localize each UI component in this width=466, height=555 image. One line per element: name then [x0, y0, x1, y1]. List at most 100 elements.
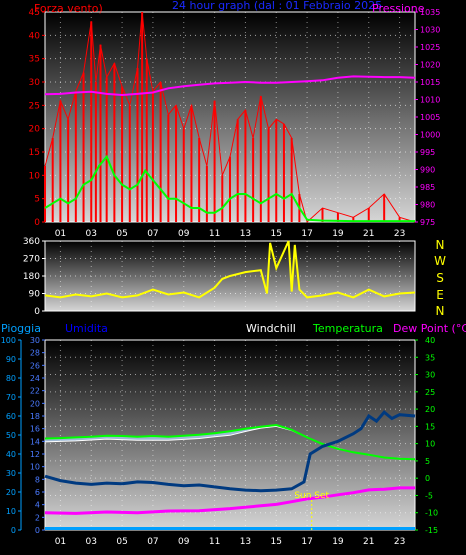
- tick-label: 28: [30, 349, 40, 358]
- tick-label: 0: [35, 526, 40, 535]
- tick-label: 20: [425, 405, 435, 414]
- top-hour-ticks: 01 03 05 07 09 11 13 15 17 19 21 23: [55, 229, 406, 239]
- compass-label-w: W: [434, 254, 446, 268]
- tick-label: -5: [425, 491, 433, 500]
- tick-label: 4: [35, 501, 40, 510]
- tick-label: 270: [23, 255, 40, 265]
- tick-label: 24: [30, 374, 40, 383]
- tick-label: 2: [35, 513, 40, 522]
- hour-tick-label: 01: [55, 537, 66, 547]
- tick-label: 1010: [420, 96, 440, 105]
- temperature-series: [44, 410, 416, 530]
- tick-label: 20: [6, 488, 16, 497]
- hour-tick-label: 17: [301, 537, 312, 547]
- tick-label: 30: [30, 336, 40, 345]
- hour-tick-label: 11: [209, 537, 220, 547]
- tick-label: 10: [6, 507, 16, 516]
- chart-title: 24 hour graph (dal : 01 Febbraio 2025: [172, 0, 382, 12]
- wind-direction-ticks: 0 90 180 270 360: [23, 237, 45, 317]
- tick-label: 995: [420, 148, 435, 157]
- tick-label: 40: [425, 336, 435, 345]
- tick-label: 14: [30, 437, 40, 446]
- tick-label: 1030: [420, 26, 440, 35]
- tick-label: 8: [35, 475, 40, 484]
- dewpoint-legend: Dew Point (°C): [393, 322, 466, 335]
- pressure-ticks: 975 980 985 990 995 1000 1005 1010 1015 1020 1025 1…: [415, 8, 440, 227]
- tick-label: 25: [29, 101, 40, 111]
- wind-pressure-series: [44, 11, 416, 223]
- tick-label: 22: [30, 387, 40, 396]
- wind-direction-series: [44, 240, 416, 299]
- dewpoint-line: [44, 486, 415, 515]
- tick-label: 70: [6, 393, 16, 402]
- hour-tick-label: 19: [332, 537, 344, 547]
- tick-label: 50: [6, 431, 16, 440]
- wind-direction-panel: 0 90 180 270 360 N W S E N: [23, 237, 446, 318]
- temperature-legend: Temperatura: [312, 322, 383, 335]
- hour-tick-label: 03: [86, 229, 97, 239]
- tick-label: 6: [35, 488, 40, 497]
- hour-tick-label: 23: [394, 229, 405, 239]
- hour-tick-label: 05: [116, 537, 127, 547]
- hour-tick-label: 13: [240, 537, 251, 547]
- tick-label: 975: [420, 218, 435, 227]
- tick-label: 35: [29, 55, 40, 65]
- hour-tick-label: 09: [178, 537, 190, 547]
- tick-label: 1005: [420, 113, 440, 122]
- tick-label: 60: [6, 412, 16, 421]
- tick-label: 20: [30, 399, 40, 408]
- compass-label-n-bottom: N: [436, 304, 445, 318]
- compass-label-s: S: [436, 271, 444, 285]
- hour-tick-label: 17: [301, 229, 312, 239]
- humidity-axis-title: Umidita: [65, 322, 108, 335]
- hour-tick-label: 19: [332, 229, 344, 239]
- tick-label: 45: [29, 8, 40, 18]
- tick-label: 5: [34, 195, 40, 205]
- pressure-axis-title: Pressione: [372, 2, 425, 15]
- hour-tick-label: 03: [86, 537, 97, 547]
- tick-label: 0: [34, 307, 40, 317]
- windchill-legend: Windchill: [246, 322, 296, 335]
- tick-label: 26: [30, 361, 40, 370]
- tick-label: 0: [11, 526, 16, 535]
- tick-label: -10: [425, 509, 438, 518]
- wind-average-line: [44, 154, 415, 223]
- tick-label: 360: [23, 237, 40, 247]
- hour-tick-label: 07: [147, 537, 158, 547]
- tick-label: 10: [425, 440, 435, 449]
- tick-label: 180: [23, 272, 40, 282]
- tick-label: 25: [425, 388, 435, 397]
- rain-ticks: 0 10 20 30 40 50 60 70 80 90 100: [1, 336, 22, 535]
- tick-label: 20: [29, 125, 41, 135]
- tick-label: 90: [6, 355, 16, 364]
- tick-label: 980: [420, 201, 435, 210]
- pressure-line: [44, 75, 416, 97]
- tick-label: 12: [30, 450, 40, 459]
- hour-tick-label: 23: [394, 537, 405, 547]
- tick-label: 18: [30, 412, 40, 421]
- hour-tick-label: 21: [363, 229, 374, 239]
- hour-tick-label: 09: [178, 229, 190, 239]
- hour-tick-label: 01: [55, 229, 66, 239]
- compass-label-e: E: [436, 288, 444, 302]
- tick-label: 15: [29, 148, 40, 158]
- wind-direction-line: [44, 240, 416, 299]
- tick-label: 1025: [420, 43, 440, 52]
- sunset-label: Sun Set: [294, 491, 329, 501]
- hour-tick-label: 21: [363, 537, 374, 547]
- hour-tick-label: 15: [271, 229, 282, 239]
- temperature-line: [44, 423, 416, 461]
- hour-tick-label: 11: [209, 229, 220, 239]
- compass-label-n-top: N: [436, 238, 445, 252]
- wind-speed-ticks: 0 5 10 15 20 25 30 35 40 45: [29, 8, 45, 228]
- hour-tick-label: 13: [240, 229, 251, 239]
- tick-label: 1015: [420, 78, 440, 87]
- tick-label: 30: [29, 78, 41, 88]
- tick-label: 5: [425, 457, 430, 466]
- humidity-line: [44, 410, 416, 493]
- tick-label: 0: [34, 218, 40, 228]
- tick-label: 10: [30, 463, 40, 472]
- tick-label: 30: [6, 469, 16, 478]
